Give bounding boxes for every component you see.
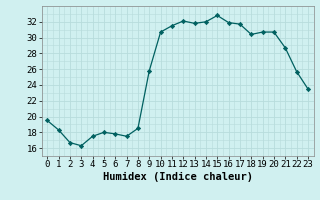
- X-axis label: Humidex (Indice chaleur): Humidex (Indice chaleur): [103, 172, 252, 182]
